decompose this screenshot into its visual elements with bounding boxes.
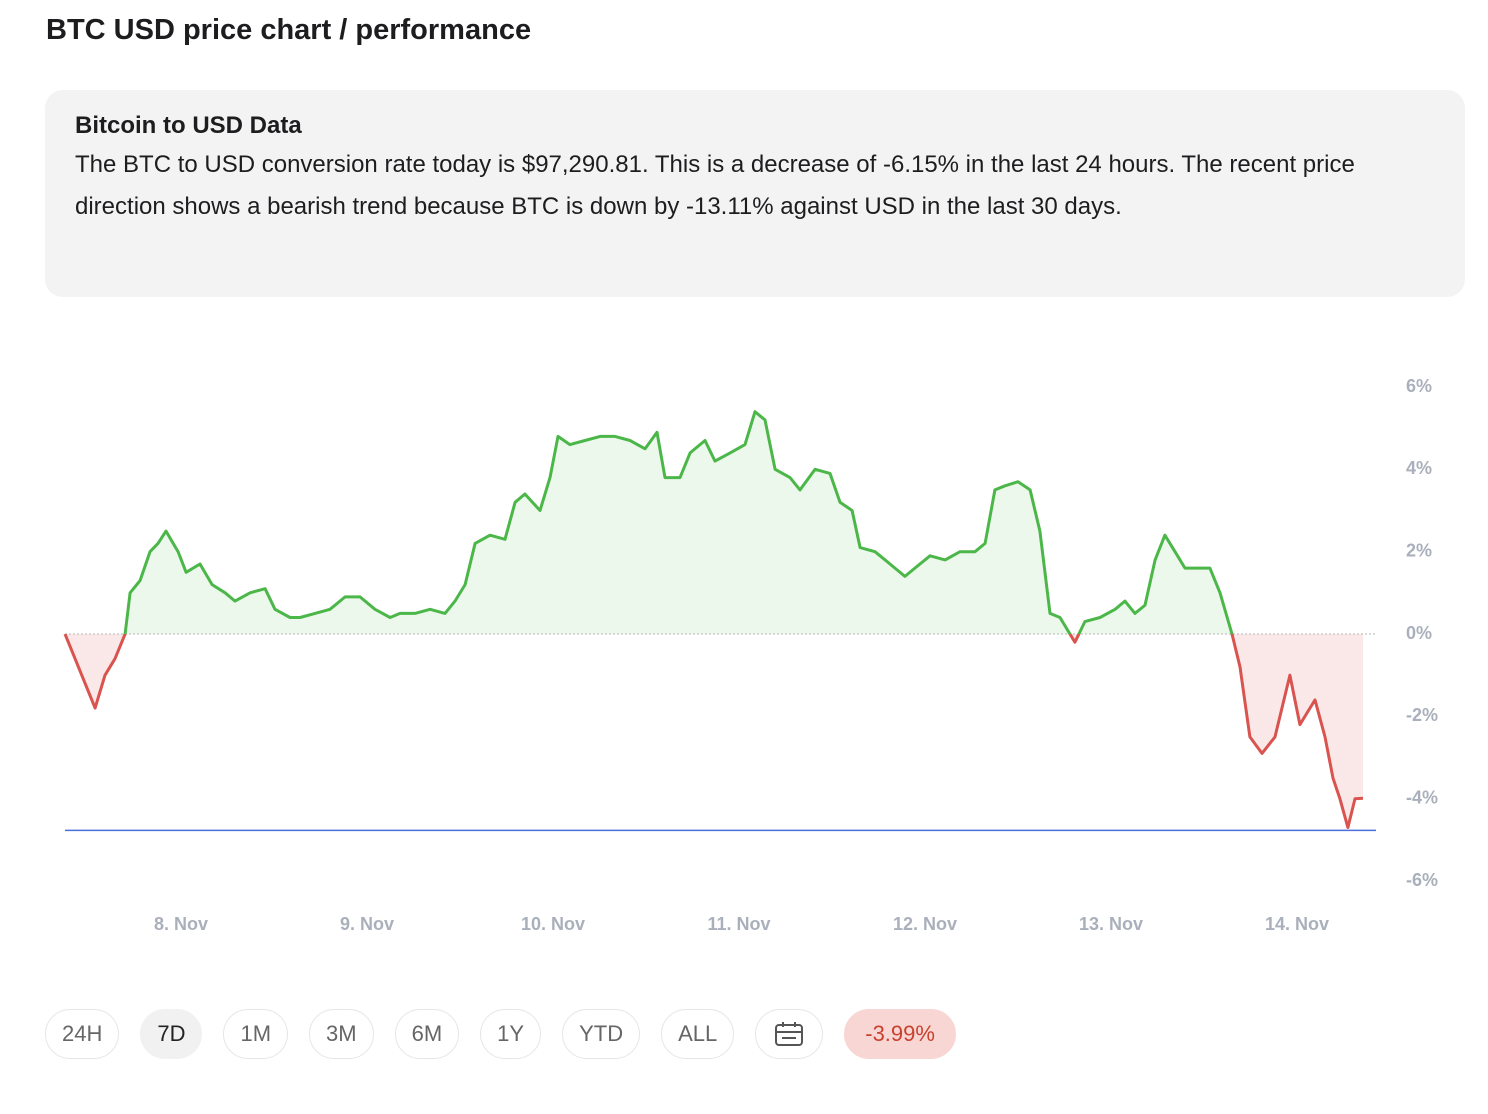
range-button[interactable]: 3M — [309, 1009, 374, 1059]
info-title: Bitcoin to USD Data — [75, 112, 302, 139]
calendar-icon — [775, 1022, 804, 1046]
x-tick-label: 8. Nov — [154, 914, 208, 934]
area — [65, 411, 1363, 828]
x-tick-label: 11. Nov — [707, 914, 770, 934]
range-button[interactable]: 6M — [394, 1009, 460, 1059]
x-tick-label: 10. Nov — [521, 914, 585, 934]
x-tick-label: 9. Nov — [340, 914, 394, 934]
y-tick-label: -6% — [1406, 870, 1438, 890]
range-button[interactable]: YTD — [562, 1009, 641, 1059]
y-tick-label: 2% — [1406, 540, 1432, 560]
y-tick-label: -2% — [1406, 705, 1438, 725]
info-box: Bitcoin to USD Data The BTC to USD conve… — [45, 90, 1465, 297]
y-tick-label: 0% — [1406, 623, 1432, 643]
x-tick-label: 13. Nov — [1079, 914, 1143, 934]
calendar-button[interactable] — [755, 1009, 824, 1059]
change-badge: -3.99% — [844, 1009, 956, 1059]
page-title: BTC USD price chart / performance — [46, 14, 532, 46]
x-tick-label: 12. Nov — [893, 914, 957, 934]
info-text: The BTC to USD conversion rate today is … — [75, 151, 1355, 220]
range-button[interactable]: 7D — [140, 1009, 203, 1059]
range-button[interactable]: ALL — [661, 1009, 735, 1059]
range-button[interactable]: 24H — [45, 1009, 120, 1059]
x-tick-label: 14. Nov — [1265, 914, 1329, 934]
chart: 6% 4% 2% 0% -2% -4% -6% 8. Nov 9. Nov 10. Nov 11. … — [63, 376, 1438, 934]
y-tick-label: -4% — [1406, 787, 1438, 807]
range-button[interactable]: 1M — [223, 1009, 289, 1059]
y-tick-label: 4% — [1406, 458, 1432, 478]
range-controls: 24H 7D 1M 3M 6M 1Y YTD ALL -3.99% — [45, 1009, 956, 1059]
price-line — [63, 410, 1364, 829]
range-button[interactable]: 1Y — [480, 1009, 542, 1059]
y-tick-label: 6% — [1406, 376, 1432, 396]
